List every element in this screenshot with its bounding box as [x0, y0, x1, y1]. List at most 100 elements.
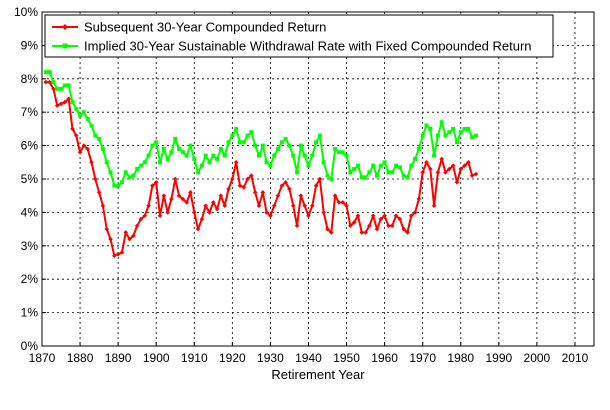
point-sustainable-withdrawal	[302, 153, 307, 158]
y-tick-label: 7%	[21, 105, 39, 119]
point-sustainable-withdrawal	[466, 126, 471, 131]
point-subsequent-return	[134, 223, 140, 229]
point-subsequent-return	[230, 176, 235, 182]
point-subsequent-return	[203, 203, 208, 209]
point-sustainable-withdrawal	[462, 126, 467, 131]
point-subsequent-return	[351, 220, 357, 225]
point-subsequent-return	[92, 176, 98, 182]
point-subsequent-return	[271, 203, 277, 209]
point-subsequent-return	[157, 213, 163, 219]
point-sustainable-withdrawal	[260, 143, 265, 148]
point-subsequent-return	[104, 226, 110, 232]
point-subsequent-return	[245, 176, 250, 182]
point-subsequent-return	[363, 230, 368, 235]
point-sustainable-withdrawal	[218, 146, 223, 151]
x-tick-label: 1920	[219, 351, 246, 365]
point-subsequent-return	[264, 210, 269, 215]
point-subsequent-return	[325, 226, 330, 232]
point-subsequent-return	[294, 223, 300, 229]
point-subsequent-return	[54, 103, 60, 108]
tick-layer: 1870 1880 1890 1900 1910 1920 1930 1940 1950 1960…	[14, 5, 589, 365]
point-subsequent-return	[401, 226, 406, 232]
point-subsequent-return	[313, 183, 319, 188]
point-sustainable-withdrawal	[256, 153, 261, 158]
point-sustainable-withdrawal	[352, 166, 357, 171]
point-sustainable-withdrawal	[123, 170, 128, 175]
point-subsequent-return	[233, 160, 239, 165]
point-sustainable-withdrawal	[470, 135, 475, 140]
point-subsequent-return	[405, 230, 410, 235]
point-subsequent-return	[131, 233, 136, 239]
point-subsequent-return	[169, 196, 174, 202]
y-tick-label: 8%	[21, 72, 39, 86]
point-subsequent-return	[237, 183, 243, 188]
point-subsequent-return	[207, 210, 212, 215]
point-sustainable-withdrawal	[180, 150, 185, 155]
point-subsequent-return	[416, 196, 422, 202]
point-sustainable-withdrawal	[211, 153, 216, 158]
point-sustainable-withdrawal	[215, 156, 220, 161]
point-sustainable-withdrawal	[226, 140, 231, 145]
point-subsequent-return	[127, 236, 132, 242]
point-sustainable-withdrawal	[100, 146, 105, 151]
point-subsequent-return	[466, 160, 471, 165]
point-sustainable-withdrawal	[131, 173, 136, 178]
point-sustainable-withdrawal	[177, 146, 182, 151]
point-subsequent-return	[340, 200, 346, 205]
point-sustainable-withdrawal	[161, 146, 166, 151]
y-tick-label: 3%	[21, 239, 39, 253]
point-subsequent-return	[100, 203, 106, 209]
point-sustainable-withdrawal	[253, 143, 258, 148]
point-sustainable-withdrawal	[435, 133, 440, 138]
point-subsequent-return	[218, 193, 224, 198]
point-sustainable-withdrawal	[329, 177, 334, 181]
x-axis-title: Retirement Year	[271, 367, 365, 382]
point-sustainable-withdrawal	[188, 143, 193, 148]
point-sustainable-withdrawal	[397, 165, 402, 170]
point-subsequent-return	[66, 96, 71, 102]
x-tick-label: 2010	[562, 351, 589, 365]
y-tick-label: 6%	[21, 139, 39, 153]
point-sustainable-withdrawal	[127, 175, 132, 180]
point-subsequent-return	[450, 163, 456, 168]
point-sustainable-withdrawal	[378, 163, 383, 168]
point-sustainable-withdrawal	[405, 175, 410, 180]
point-subsequent-return	[424, 160, 429, 165]
point-sustainable-withdrawal	[43, 70, 48, 75]
point-sustainable-withdrawal	[359, 175, 364, 180]
legend-marker-sustainable-withdrawal	[62, 43, 68, 49]
point-subsequent-return	[431, 203, 437, 209]
point-subsequent-return	[359, 230, 365, 235]
point-sustainable-withdrawal	[295, 170, 300, 175]
point-sustainable-withdrawal	[432, 153, 437, 158]
point-subsequent-return	[355, 213, 361, 219]
point-sustainable-withdrawal	[306, 163, 311, 168]
point-subsequent-return	[176, 193, 182, 198]
point-subsequent-return	[454, 180, 460, 185]
point-sustainable-withdrawal	[108, 170, 113, 175]
point-subsequent-return	[58, 101, 64, 107]
point-sustainable-withdrawal	[146, 153, 151, 158]
point-sustainable-withdrawal	[222, 153, 227, 158]
point-sustainable-withdrawal	[336, 150, 341, 155]
point-subsequent-return	[268, 213, 273, 219]
point-sustainable-withdrawal	[375, 173, 380, 178]
point-sustainable-withdrawal	[367, 170, 372, 175]
x-tick-label: 1980	[447, 351, 474, 365]
point-subsequent-return	[302, 203, 307, 209]
point-subsequent-return	[150, 183, 155, 188]
x-tick-label: 1900	[143, 351, 170, 365]
x-tick-label: 2000	[524, 351, 551, 365]
point-subsequent-return	[309, 203, 315, 209]
point-subsequent-return	[443, 170, 448, 175]
point-subsequent-return	[249, 173, 254, 178]
point-sustainable-withdrawal	[458, 130, 463, 135]
point-subsequent-return	[81, 143, 87, 148]
point-sustainable-withdrawal	[416, 146, 421, 151]
point-subsequent-return	[211, 200, 216, 205]
x-tick-label: 1910	[181, 351, 208, 365]
point-subsequent-return	[435, 170, 441, 175]
point-subsequent-return	[439, 156, 445, 162]
point-sustainable-withdrawal	[454, 140, 459, 145]
